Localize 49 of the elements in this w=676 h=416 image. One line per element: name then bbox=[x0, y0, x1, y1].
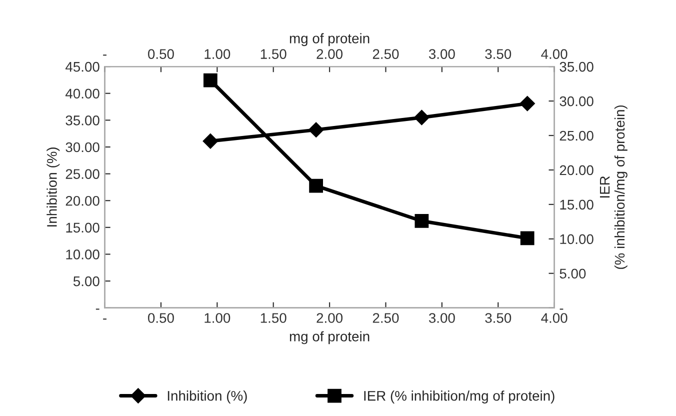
x-tick-label: 2.00 bbox=[316, 313, 343, 323]
y2-tick-label: 15.00 bbox=[560, 200, 594, 210]
point bbox=[202, 134, 218, 149]
point bbox=[520, 96, 535, 112]
y-tick-label: 5.00 bbox=[73, 276, 100, 286]
x-tick-label: 2.50 bbox=[372, 313, 399, 323]
legend-label: Inhibition (%) bbox=[168, 390, 247, 404]
y2-tick-label: 35.00 bbox=[560, 62, 594, 72]
x-tick-label: 3.00 bbox=[428, 313, 455, 323]
point bbox=[308, 122, 324, 138]
x2-tick-label: 2.00 bbox=[316, 49, 343, 59]
x-tick-label: 1.00 bbox=[204, 313, 230, 323]
y2-tick-label: 30.00 bbox=[560, 96, 594, 106]
point bbox=[520, 231, 534, 246]
y-axis-title: Inhibition (%) bbox=[46, 148, 60, 226]
x2-tick-label: - bbox=[103, 54, 106, 56]
y-tick-label: 40.00 bbox=[65, 88, 100, 99]
y-tick-label: 30.00 bbox=[66, 142, 100, 152]
y-tick-label: 25.00 bbox=[66, 169, 100, 179]
y2-tick-label: 5.00 bbox=[560, 268, 586, 279]
point bbox=[203, 73, 218, 88]
x-tick-label: 1.50 bbox=[260, 313, 286, 323]
x2-tick-label: 0.50 bbox=[148, 49, 174, 59]
y-tick-label: 45.00 bbox=[65, 62, 100, 72]
point bbox=[309, 178, 324, 193]
y-tick-label: 10.00 bbox=[66, 250, 100, 260]
x2-tick-label: 1.00 bbox=[204, 49, 230, 59]
y-tick-label: 20.00 bbox=[66, 196, 100, 206]
point bbox=[414, 110, 430, 126]
y2-tick-label: 20.00 bbox=[560, 165, 594, 176]
x2-tick-label: 1.50 bbox=[260, 49, 286, 59]
y-tick-label: - bbox=[96, 308, 100, 310]
y2-tick-label: - bbox=[560, 308, 564, 310]
y2-tick-label: 25.00 bbox=[560, 130, 594, 141]
x-tick-label: 4.00 bbox=[541, 313, 568, 323]
x2-tick-label: 3.00 bbox=[428, 49, 455, 59]
legend-label: IER (% inhibition/mg of protein) bbox=[364, 390, 554, 404]
x2-tick-label: 3.50 bbox=[485, 49, 512, 59]
x2-tick-label: 4.00 bbox=[541, 49, 568, 59]
y-tick-label: 35.00 bbox=[66, 116, 100, 126]
x2-tick-label: 2.50 bbox=[372, 49, 399, 59]
y2-axis-title: IER (% inhibition/mg of protein) bbox=[600, 105, 628, 269]
y-tick-label: 15.00 bbox=[66, 222, 100, 233]
point bbox=[414, 214, 429, 228]
x2-axis-title: mg of protein bbox=[290, 33, 370, 46]
x-tick-label: 3.50 bbox=[485, 313, 512, 323]
x-axis-title: mg of protein bbox=[290, 331, 370, 344]
y2-tick-label: 10.00 bbox=[560, 234, 594, 244]
x-tick-label: 0.50 bbox=[148, 313, 174, 323]
